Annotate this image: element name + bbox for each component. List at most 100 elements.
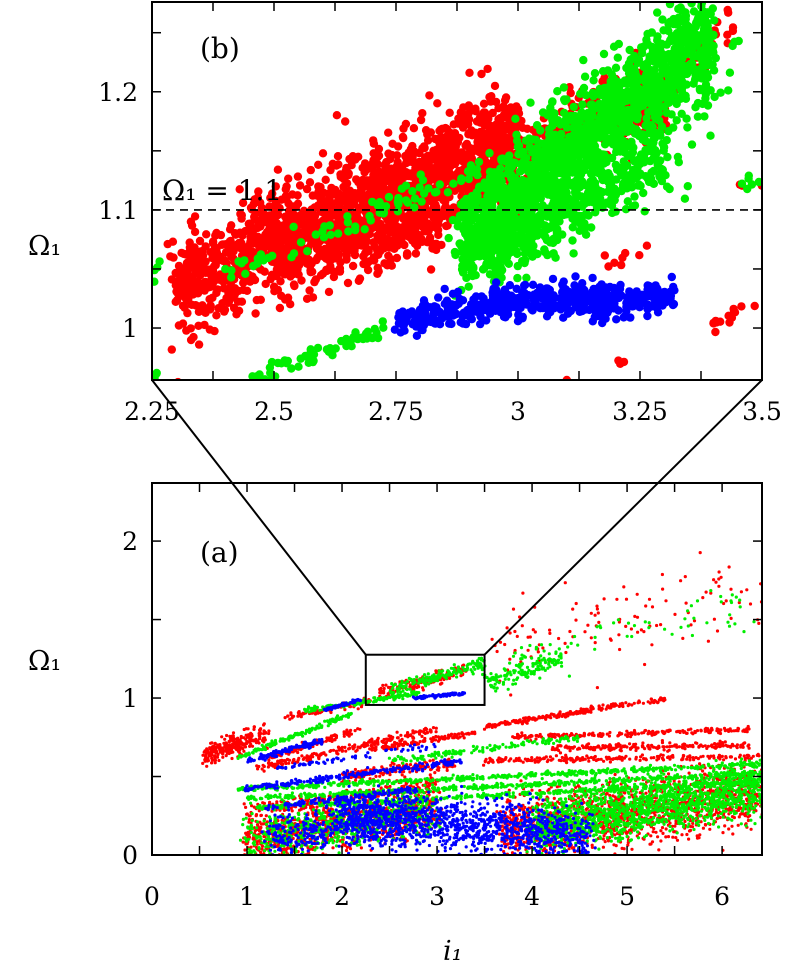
data-point-green xyxy=(546,106,555,116)
data-point-red xyxy=(358,163,367,173)
data-point-green xyxy=(622,79,631,89)
data-point-green xyxy=(658,15,667,24)
data-point-green xyxy=(496,240,506,249)
data-point-green xyxy=(241,269,250,278)
data-point-blue xyxy=(443,303,452,313)
data-point-red xyxy=(326,165,335,175)
data-point-green xyxy=(469,198,479,207)
data-point-green xyxy=(370,324,379,334)
data-point-red xyxy=(318,149,328,158)
data-point-red xyxy=(275,303,285,313)
data-point-green xyxy=(590,141,600,151)
data-point-green xyxy=(579,55,588,65)
data-point-red xyxy=(316,182,325,192)
data-point-green xyxy=(725,68,735,77)
data-point-green xyxy=(593,155,602,164)
data-point-green xyxy=(521,153,531,163)
data-point-green xyxy=(533,222,542,231)
data-point-green xyxy=(625,45,634,55)
data-point-red xyxy=(434,230,443,240)
data-point-green xyxy=(536,126,545,135)
panel-b-points xyxy=(152,2,762,380)
data-point-red xyxy=(409,147,419,156)
data-point-red xyxy=(316,195,325,204)
data-point-red xyxy=(712,318,721,327)
data-point-green xyxy=(521,256,530,265)
data-point-red xyxy=(237,214,246,223)
data-point-green xyxy=(514,150,523,159)
data-point-green xyxy=(642,114,651,123)
data-point-blue xyxy=(608,291,617,300)
data-point-red xyxy=(342,241,351,250)
data-point-red xyxy=(377,238,387,247)
data-point-red xyxy=(273,165,283,174)
data-point-red xyxy=(437,240,446,250)
data-point-red xyxy=(426,265,436,274)
data-point-green xyxy=(704,60,713,70)
data-point-red xyxy=(183,308,192,318)
data-point-green xyxy=(344,227,353,236)
data-point-green xyxy=(703,73,713,82)
data-point-red xyxy=(251,309,260,318)
data-point-blue xyxy=(461,319,471,329)
data-point-blue xyxy=(593,295,602,305)
data-point-red xyxy=(373,250,382,259)
data-point-blue xyxy=(530,302,539,312)
data-point-green xyxy=(554,138,563,147)
data-point-green xyxy=(526,98,535,107)
data-point-red xyxy=(272,201,281,210)
data-point-green xyxy=(504,197,513,206)
data-point-green xyxy=(221,264,230,274)
data-point-blue xyxy=(469,305,479,314)
data-point-red xyxy=(269,282,279,291)
data-point-blue xyxy=(609,283,619,293)
data-point-blue xyxy=(482,316,491,325)
data-point-blue xyxy=(648,284,657,293)
data-point-green xyxy=(668,35,678,44)
data-point-red xyxy=(728,26,738,36)
data-point-blue xyxy=(601,314,610,323)
data-point-green xyxy=(488,233,497,243)
data-point-green xyxy=(578,100,587,109)
data-point-blue xyxy=(528,280,538,289)
data-point-red xyxy=(306,266,315,275)
data-point-green xyxy=(450,247,460,257)
data-point-red xyxy=(454,166,464,176)
data-point-green xyxy=(337,336,346,346)
data-point-green xyxy=(604,107,613,116)
data-point-red xyxy=(308,293,318,302)
data-point-red xyxy=(354,276,363,285)
data-point-red xyxy=(166,252,175,261)
data-point-green xyxy=(689,79,698,88)
data-point-green xyxy=(676,25,685,34)
data-point-green xyxy=(584,211,593,220)
data-point-red xyxy=(281,212,290,221)
data-point-red xyxy=(283,293,293,302)
data-point-red xyxy=(289,210,299,219)
data-point-blue xyxy=(394,319,404,328)
data-point-green xyxy=(706,45,715,54)
data-point-green xyxy=(496,179,505,189)
data-point-red xyxy=(472,117,482,126)
data-point-red xyxy=(610,258,619,267)
data-point-green xyxy=(677,62,687,71)
data-point-red xyxy=(384,128,393,137)
data-point-red xyxy=(501,93,511,102)
data-point-red xyxy=(325,196,334,205)
data-point-green xyxy=(588,162,597,172)
data-point-green xyxy=(365,211,374,221)
data-point-red xyxy=(175,270,184,279)
data-point-green xyxy=(728,41,737,51)
data-point-blue xyxy=(630,289,639,298)
data-point-green xyxy=(615,105,625,114)
data-point-red xyxy=(423,130,432,139)
data-point-red xyxy=(486,97,495,106)
data-point-red xyxy=(306,165,315,175)
data-point-green xyxy=(530,213,539,222)
data-point-green xyxy=(457,174,466,183)
data-point-red xyxy=(348,261,358,271)
data-point-red xyxy=(267,270,277,279)
data-point-green xyxy=(511,114,520,124)
data-point-green xyxy=(498,154,507,163)
data-point-red xyxy=(727,313,737,322)
